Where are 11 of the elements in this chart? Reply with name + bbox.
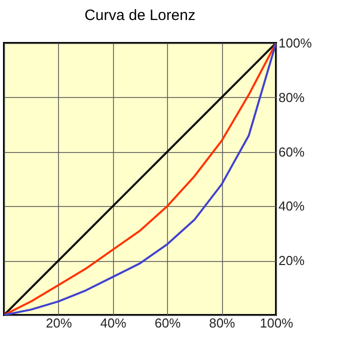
x-tick-label: 20% xyxy=(46,316,72,330)
y-tick-label: 80% xyxy=(278,90,305,105)
y-tick-label: 60% xyxy=(278,144,305,160)
y-tick-label: 20% xyxy=(278,253,305,268)
y-tick-label: 40% xyxy=(278,198,305,214)
x-tick-label: 100% xyxy=(260,316,294,330)
y-tick-label: 100% xyxy=(278,36,312,50)
x-tick-label: 80% xyxy=(209,316,236,330)
x-tick-label: 40% xyxy=(100,316,127,330)
chart-title: Curva de Lorenz xyxy=(84,7,196,24)
x-tick-label: 60% xyxy=(154,316,182,330)
